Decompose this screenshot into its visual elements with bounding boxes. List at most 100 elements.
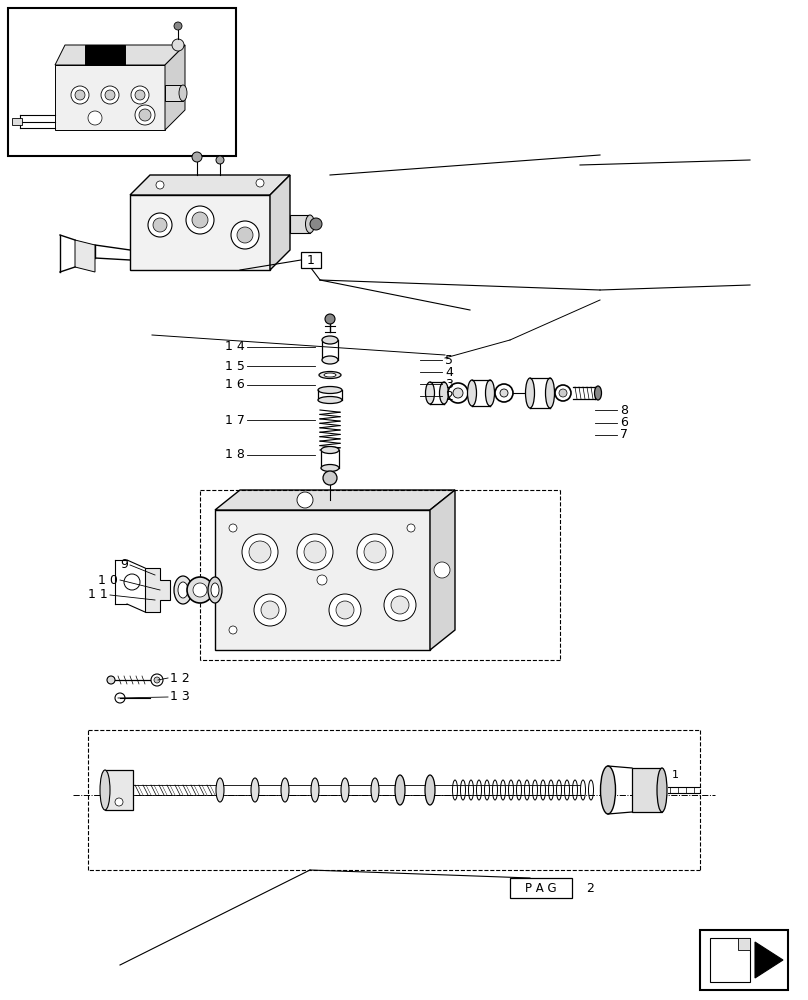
Circle shape [500, 389, 508, 397]
Polygon shape [215, 490, 455, 510]
Polygon shape [738, 938, 750, 950]
Polygon shape [145, 568, 170, 612]
Ellipse shape [322, 356, 338, 364]
Circle shape [135, 90, 145, 100]
Text: 4: 4 [445, 365, 452, 378]
Circle shape [249, 541, 271, 563]
Circle shape [559, 389, 567, 397]
Circle shape [453, 388, 463, 398]
Text: 1: 1 [307, 253, 315, 266]
Text: 2: 2 [445, 389, 452, 402]
Ellipse shape [595, 386, 601, 400]
Circle shape [71, 86, 89, 104]
Circle shape [75, 90, 85, 100]
Text: 1 4: 1 4 [225, 340, 245, 354]
Text: 1 5: 1 5 [225, 360, 245, 372]
Text: 1 8: 1 8 [225, 448, 245, 462]
Ellipse shape [395, 775, 405, 805]
Circle shape [495, 384, 513, 402]
Polygon shape [165, 45, 185, 130]
Text: 7: 7 [620, 428, 628, 442]
Text: 1: 1 [672, 770, 679, 780]
Polygon shape [215, 510, 430, 650]
Circle shape [151, 674, 163, 686]
Text: 1 1: 1 1 [88, 588, 108, 601]
Ellipse shape [468, 380, 477, 406]
Circle shape [261, 601, 279, 619]
Ellipse shape [281, 778, 289, 802]
Circle shape [329, 594, 361, 626]
Bar [165, 85, 183, 101]
Ellipse shape [440, 382, 448, 404]
Circle shape [297, 492, 313, 508]
Polygon shape [55, 45, 185, 65]
Ellipse shape [324, 373, 336, 377]
Circle shape [317, 575, 327, 585]
Ellipse shape [322, 336, 338, 344]
Text: 8: 8 [620, 403, 628, 416]
Polygon shape [270, 175, 290, 270]
Circle shape [384, 589, 416, 621]
Ellipse shape [426, 382, 435, 404]
Ellipse shape [305, 215, 314, 233]
Circle shape [193, 583, 207, 597]
Circle shape [135, 105, 155, 125]
Polygon shape [130, 195, 270, 270]
Circle shape [407, 524, 415, 532]
Circle shape [192, 212, 208, 228]
Circle shape [105, 90, 115, 100]
Circle shape [254, 594, 286, 626]
Ellipse shape [525, 378, 535, 408]
Circle shape [115, 693, 125, 703]
Ellipse shape [486, 380, 494, 406]
Polygon shape [430, 490, 455, 650]
Bar [105, 770, 133, 810]
Circle shape [229, 524, 237, 532]
Circle shape [115, 798, 123, 806]
Ellipse shape [311, 778, 319, 802]
Ellipse shape [318, 396, 342, 403]
Circle shape [325, 314, 335, 324]
Text: P A G: P A G [525, 882, 557, 894]
Bar [632, 768, 662, 812]
Circle shape [310, 218, 322, 230]
Circle shape [256, 179, 264, 187]
Ellipse shape [251, 778, 259, 802]
Circle shape [304, 541, 326, 563]
Text: 1 3: 1 3 [170, 690, 190, 704]
Polygon shape [85, 45, 125, 65]
Circle shape [364, 541, 386, 563]
Circle shape [231, 221, 259, 249]
Circle shape [242, 534, 278, 570]
Text: 6: 6 [620, 416, 628, 430]
Ellipse shape [208, 577, 222, 603]
Circle shape [357, 534, 393, 570]
Circle shape [131, 86, 149, 104]
Bar [301, 252, 321, 268]
Circle shape [139, 109, 151, 121]
Text: 1 7: 1 7 [225, 414, 245, 426]
Circle shape [448, 383, 468, 403]
Circle shape [555, 385, 571, 401]
Circle shape [216, 156, 224, 164]
Ellipse shape [657, 768, 667, 812]
Bar [12, 118, 22, 125]
Text: 1 6: 1 6 [225, 378, 245, 391]
Circle shape [323, 471, 337, 485]
Bar [8, 8, 236, 156]
Text: 3: 3 [445, 377, 452, 390]
Ellipse shape [319, 371, 341, 378]
Circle shape [156, 181, 164, 189]
Text: 1 2: 1 2 [170, 672, 190, 684]
Ellipse shape [321, 446, 339, 454]
Bar [510, 878, 572, 898]
Polygon shape [755, 942, 783, 978]
Ellipse shape [371, 778, 379, 802]
Circle shape [88, 111, 102, 125]
Ellipse shape [341, 778, 349, 802]
Circle shape [297, 534, 333, 570]
Bar [290, 215, 310, 233]
Polygon shape [710, 938, 750, 982]
Ellipse shape [545, 378, 554, 408]
Text: 2: 2 [586, 882, 594, 894]
